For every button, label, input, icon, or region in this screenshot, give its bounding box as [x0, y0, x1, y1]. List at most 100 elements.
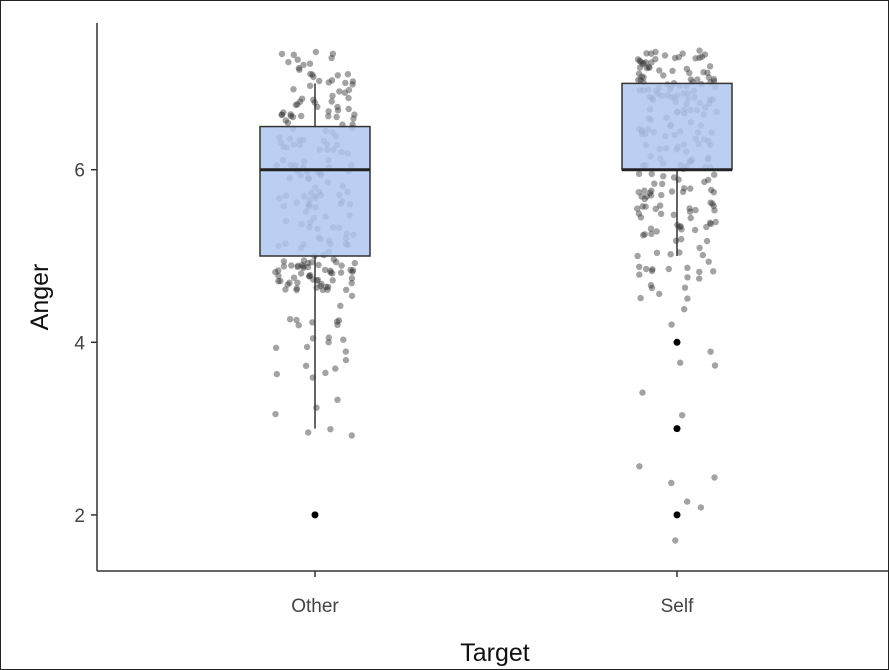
jitter-point	[677, 223, 684, 230]
jitter-point	[694, 76, 701, 83]
jitter-point	[306, 60, 314, 67]
jitter-point	[665, 265, 672, 273]
jitter-point	[658, 191, 665, 199]
jitter-point	[342, 348, 349, 355]
jitter-point	[698, 53, 706, 60]
jitter-point	[681, 284, 689, 291]
jitter-point	[678, 226, 685, 233]
jitter-point	[707, 220, 715, 227]
jitter-point	[325, 108, 332, 115]
jitter-point	[653, 228, 660, 235]
jitter-point	[660, 72, 667, 79]
jitter-point	[636, 263, 643, 270]
jitter-point	[335, 317, 343, 324]
jitter-point	[707, 199, 714, 206]
jitter-point	[637, 58, 644, 66]
jitter-point	[692, 206, 699, 214]
jitter-point	[351, 259, 358, 267]
outlier-point	[673, 338, 681, 346]
jitter-point	[332, 365, 339, 372]
jitter-point	[348, 279, 355, 287]
jitter-point	[634, 56, 642, 63]
jitter-point	[652, 205, 659, 212]
jitter-point	[324, 286, 331, 293]
jitter-point	[302, 362, 310, 369]
jitter-point	[333, 258, 340, 266]
jitter-point	[636, 64, 644, 71]
jitter-point	[334, 72, 341, 79]
jitter-point	[348, 275, 356, 282]
jitter-point	[328, 54, 335, 62]
jitter-point	[652, 48, 659, 56]
jitter-point	[701, 51, 709, 58]
jitter-point	[285, 58, 292, 66]
jitter-point	[676, 223, 683, 231]
jitter-point	[325, 339, 332, 346]
jitter-point	[668, 188, 676, 195]
jitter-point	[678, 236, 685, 243]
jitter-point	[648, 284, 656, 292]
jitter-point	[687, 214, 694, 222]
jitter-point	[643, 50, 650, 57]
jitter-point	[321, 266, 329, 274]
jitter-point	[647, 282, 655, 289]
jitter-point	[641, 187, 648, 194]
jitter-point	[287, 111, 294, 118]
jitter-point	[691, 226, 699, 234]
jitter-point	[334, 107, 342, 114]
jitter-point	[325, 334, 332, 341]
jitter-point	[305, 429, 312, 436]
jitter-point	[345, 86, 353, 94]
jitter-point	[277, 277, 284, 285]
jitter-point	[637, 294, 644, 302]
jitter-point	[672, 537, 679, 544]
jitter-point	[322, 369, 329, 377]
jitter-point	[640, 60, 647, 67]
jitter-point	[306, 273, 313, 280]
jitter-point	[340, 336, 347, 343]
jitter-point	[687, 76, 695, 83]
jitter-point	[711, 474, 718, 481]
jitter-point	[327, 426, 334, 433]
jitter-point	[636, 271, 643, 278]
jitter-point	[659, 180, 666, 188]
jitter-point	[639, 389, 646, 396]
jitter-point	[669, 67, 676, 75]
jitter-point	[705, 176, 712, 184]
jitter-point	[677, 359, 684, 366]
jitter-point	[686, 69, 693, 77]
jitter-point	[706, 219, 714, 226]
jitter-point	[696, 275, 703, 282]
jitter-point	[284, 119, 292, 127]
jitter-point	[286, 316, 294, 323]
jitter-point	[648, 187, 655, 194]
jitter-point	[645, 63, 652, 71]
jitter-point	[676, 249, 683, 256]
jitter-point	[651, 180, 658, 187]
jitter-point	[330, 256, 337, 263]
jitter-point	[290, 86, 297, 93]
jitter-point	[308, 259, 315, 266]
jitter-point	[298, 95, 306, 102]
jitter-point	[284, 281, 291, 288]
jitter-point	[318, 280, 325, 288]
jitter-point	[325, 283, 332, 291]
jitter-point	[304, 263, 312, 271]
jitter-point	[325, 113, 332, 120]
jitter-point	[679, 412, 686, 419]
jitter-point	[647, 192, 655, 199]
jitter-point	[298, 112, 305, 120]
jitter-point	[648, 267, 656, 274]
jitter-point	[661, 52, 669, 59]
jitter-point	[636, 463, 643, 470]
jitter-point	[711, 362, 719, 369]
jitter-point	[683, 65, 690, 73]
jitter-point	[300, 264, 307, 272]
jitter-point	[343, 286, 350, 293]
jitter-point	[696, 54, 703, 61]
jitter-point	[648, 50, 655, 57]
jitter-point	[342, 356, 350, 364]
jitter-point	[634, 205, 641, 212]
jitter-point	[315, 261, 322, 269]
jitter-point	[294, 101, 301, 108]
